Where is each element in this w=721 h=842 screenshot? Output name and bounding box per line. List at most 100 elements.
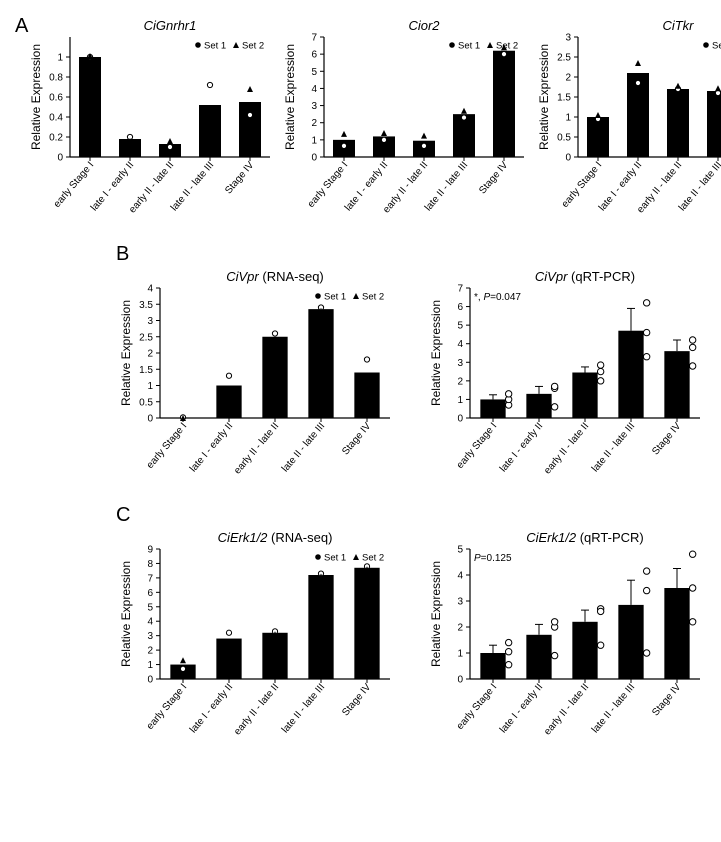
svg-text:2: 2 [457,376,463,387]
svg-text:3: 3 [566,33,572,44]
svg-text:1.5: 1.5 [557,93,571,104]
svg-text:2: 2 [457,623,463,634]
bar-chart: 00.20.40.60.81Relative ExpressionCiGnrhr… [28,15,276,233]
svg-text:0.4: 0.4 [49,113,63,124]
svg-text:5: 5 [457,321,463,332]
svg-text:late II - late III: late II - late III [590,421,637,474]
chart-wrap: 01234567Relative ExpressionCior2early St… [282,15,530,233]
svg-text:P=0.125: P=0.125 [474,553,512,564]
svg-text:3: 3 [312,101,318,112]
svg-text:late II - late III: late II - late III [169,160,216,213]
svg-text:CiVpr (RNA-seq): CiVpr (RNA-seq) [226,269,324,284]
svg-text:5: 5 [312,67,318,78]
svg-text:Set 1: Set 1 [458,41,480,52]
svg-text:0: 0 [457,675,463,686]
svg-text:6: 6 [457,302,463,313]
chart-wrap: 012345Relative ExpressionCiErk1/2 (qRT-P… [426,527,706,759]
svg-text:early Stage I: early Stage I [52,160,97,210]
svg-text:Relative Expression: Relative Expression [537,44,551,150]
svg-text:0: 0 [457,414,463,425]
panel-b-row: B 00.511.522.533.54Relative ExpressionCi… [15,243,706,498]
svg-text:0.8: 0.8 [49,73,63,84]
svg-text:Relative Expression: Relative Expression [283,44,297,150]
panel-c-row: C 0123456789Relative ExpressionCiErk1/2 … [15,504,706,759]
svg-text:Stage IV: Stage IV [224,160,257,197]
svg-text:8: 8 [147,559,153,570]
svg-text:1: 1 [457,395,463,406]
svg-text:0: 0 [147,414,153,425]
svg-text:Cior2: Cior2 [409,18,441,33]
svg-text:2: 2 [566,73,572,84]
svg-text:*, P=0.047: *, P=0.047 [474,292,521,303]
svg-text:0: 0 [312,153,318,164]
svg-text:1.5: 1.5 [139,365,153,376]
svg-text:Relative Expression: Relative Expression [429,561,443,667]
svg-text:Set 2: Set 2 [362,292,384,303]
chart-wrap: 00.511.522.53Relative ExpressionCiTkrear… [536,15,721,233]
panel-b-label: B [116,243,706,266]
svg-text:1: 1 [312,135,318,146]
panel-a-row: A 00.20.40.60.81Relative ExpressionCiGnr… [15,15,706,233]
panel-a-charts: 0 0.2 0.4 0.6 0.8 1 Relative Expression CiGnrhr… [28,15,721,233]
svg-text:early Stage I: early Stage I [455,682,500,732]
svg-text:2.5: 2.5 [139,332,153,343]
svg-text:2: 2 [147,349,153,360]
svg-text:4: 4 [457,339,463,350]
svg-text:1: 1 [147,660,153,671]
svg-text:6: 6 [147,588,153,599]
svg-text:CiVpr (qRT-PCR): CiVpr (qRT-PCR) [535,269,635,284]
chart-wrap: 0123456789Relative ExpressionCiErk1/2 (R… [116,527,396,759]
svg-text:late I - early II: late I - early II [188,682,235,735]
svg-text:Set 1: Set 1 [324,292,346,303]
svg-text:7: 7 [147,573,153,584]
svg-text:Stage IV: Stage IV [340,421,373,458]
svg-text:CiGnrhr1: CiGnrhr1 [144,18,197,33]
svg-text:Relative Expression: Relative Expression [119,300,133,406]
svg-text:0: 0 [58,153,64,164]
svg-text:Set 2: Set 2 [496,41,518,52]
svg-text:0: 0 [566,153,572,164]
svg-text:early II - late II: early II - late II [542,682,591,738]
svg-text:2: 2 [312,118,318,129]
svg-text:early Stage I: early Stage I [306,160,351,210]
svg-text:CiErk1/2 (RNA-seq): CiErk1/2 (RNA-seq) [218,530,333,545]
svg-text:7: 7 [457,284,463,295]
svg-text:0: 0 [147,675,153,686]
svg-text:0.6: 0.6 [49,93,63,104]
svg-text:Set 2: Set 2 [362,553,384,564]
svg-text:late I - early II: late I - early II [498,682,545,735]
svg-text:0.5: 0.5 [557,133,571,144]
svg-text:early II - late II: early II - late II [232,421,281,477]
svg-text:3: 3 [147,316,153,327]
bar-chart: 00.511.522.533.54Relative ExpressionCiVp… [116,266,396,498]
bar-chart: 01234567Relative ExpressionCior2early St… [282,15,530,233]
svg-text:Set 2: Set 2 [242,41,264,52]
svg-text:late II - late III: late II - late III [280,682,327,735]
svg-text:Relative Expression: Relative Expression [429,300,443,406]
svg-text:2.5: 2.5 [557,53,571,64]
svg-text:Relative Expression: Relative Expression [29,44,43,150]
svg-text:4: 4 [312,84,318,95]
svg-text:0.5: 0.5 [139,397,153,408]
svg-text:3: 3 [457,358,463,369]
bar-chart: 0123456789Relative ExpressionCiErk1/2 (R… [116,527,396,759]
svg-text:0.2: 0.2 [49,133,63,144]
svg-text:Set 1: Set 1 [712,41,721,52]
svg-text:5: 5 [457,545,463,556]
svg-text:6: 6 [312,50,318,61]
svg-text:late I - early II: late I - early II [498,421,545,474]
svg-text:late II - late III: late II - late III [423,160,470,213]
svg-text:Stage IV: Stage IV [650,682,683,719]
svg-text:Stage IV: Stage IV [478,160,511,197]
svg-text:2: 2 [147,646,153,657]
svg-text:CiErk1/2 (qRT-PCR): CiErk1/2 (qRT-PCR) [526,530,644,545]
bar-chart: 00.511.522.53Relative ExpressionCiTkrear… [536,15,721,233]
svg-text:Stage IV: Stage IV [340,682,373,719]
svg-text:4: 4 [457,571,463,582]
svg-text:early II - late II: early II - late II [542,421,591,477]
svg-text:4: 4 [147,284,153,295]
svg-text:1: 1 [457,649,463,660]
svg-text:Stage IV: Stage IV [650,421,683,458]
svg-text:early II - late II: early II - late II [232,682,281,738]
svg-text:Set 1: Set 1 [324,553,346,564]
